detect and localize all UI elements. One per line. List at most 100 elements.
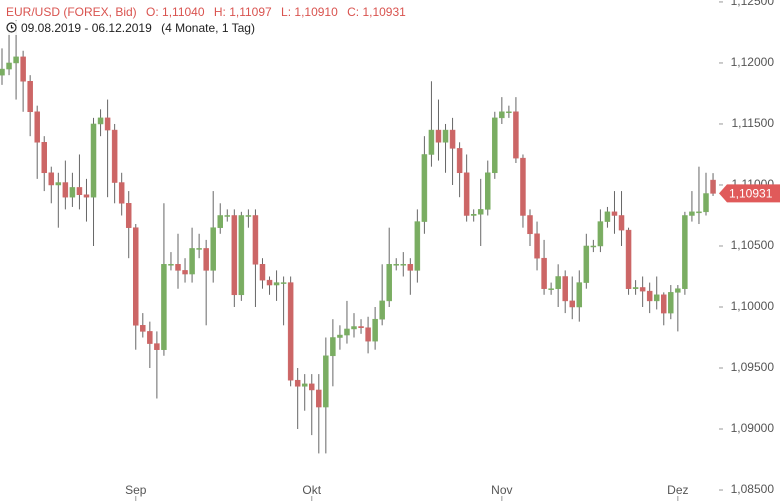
candle-body	[203, 248, 209, 271]
y-tick-label: 1,11500	[732, 116, 775, 130]
candle-body	[562, 276, 568, 302]
candle-body	[696, 211, 702, 214]
candle-body	[372, 318, 378, 342]
candle-body	[428, 129, 435, 155]
y-tick-label: 1,10500	[731, 238, 775, 252]
candle-body	[118, 182, 125, 204]
candle-body	[140, 325, 146, 332]
candle-body	[548, 288, 554, 290]
candle-body	[661, 294, 667, 314]
candle-body	[168, 264, 174, 266]
candle-body	[358, 326, 364, 328]
x-tick-label: Okt	[302, 483, 321, 497]
candle-body	[513, 111, 519, 159]
candle-body	[83, 194, 90, 198]
ohlc-label: O: 1,11040	[146, 5, 205, 19]
candle-body	[104, 117, 111, 131]
y-tick-label: 1,09000	[731, 421, 775, 435]
candle-body	[231, 215, 238, 296]
candle-body	[435, 129, 442, 143]
candle-body	[477, 209, 484, 215]
header-range: 09.08.2019 - 06.12.2019 (4 Monate, 1 Tag…	[6, 21, 261, 35]
y-tick-label: 1,08500	[731, 482, 775, 496]
candle-body	[639, 287, 646, 292]
candle-body	[330, 337, 336, 357]
date-range: 09.08.2019 - 06.12.2019	[21, 21, 152, 35]
candle-body	[703, 193, 709, 213]
candle-body	[583, 245, 590, 283]
candle-body	[252, 215, 259, 265]
candle-body	[210, 227, 216, 271]
candle-body	[97, 117, 104, 125]
candle-body	[499, 111, 505, 119]
candle-body	[365, 327, 371, 342]
candle-body	[653, 294, 660, 302]
candle-body	[618, 215, 625, 231]
candle-body	[470, 214, 477, 216]
candle-body	[62, 182, 69, 198]
candle-body	[625, 229, 632, 289]
candle-body	[238, 215, 245, 296]
candle-body	[175, 264, 181, 271]
y-tick-label: 1,09500	[731, 360, 775, 374]
candle-body	[34, 111, 40, 143]
candle-body	[344, 328, 350, 336]
candle-body	[421, 154, 428, 222]
clock-icon	[6, 22, 17, 33]
last-price-tag	[719, 184, 780, 203]
candle-body	[27, 81, 33, 113]
symbol-title: EUR/USD (FOREX, Bid)	[6, 5, 137, 19]
ohlc-label: C: 1,10931	[347, 5, 406, 19]
candle-body	[449, 129, 456, 149]
candle-body	[259, 264, 266, 281]
candle-body	[309, 383, 315, 391]
candle-body	[125, 203, 132, 228]
candle-body	[55, 182, 62, 186]
candle-body	[456, 148, 463, 174]
candle-body	[273, 282, 280, 286]
period: (4 Monate, 1 Tag)	[161, 21, 255, 35]
candle-body	[379, 300, 385, 320]
candle-body	[492, 117, 498, 174]
header-quote: EUR/USD (FOREX, Bid) O: 1,11040 H: 1,110…	[6, 5, 412, 19]
candle-body	[393, 264, 399, 266]
candle-body	[90, 123, 97, 198]
y-tick-label: 1,12500	[731, 0, 775, 8]
last-price-label: 1,10931	[729, 187, 773, 201]
candle-body	[668, 292, 674, 314]
candle-body	[20, 56, 26, 82]
candle-body	[69, 187, 76, 198]
candle-body	[407, 264, 414, 271]
candle-body	[710, 179, 716, 194]
candle-body	[224, 215, 231, 217]
y-tick-label: 1,12000	[731, 55, 775, 69]
candle-body	[351, 326, 357, 330]
candle-body	[442, 129, 449, 143]
candle-body	[280, 282, 287, 284]
x-tick-label: Nov	[491, 483, 512, 497]
candle-body	[182, 270, 188, 275]
candle-body	[48, 172, 55, 186]
candle-body	[266, 279, 273, 286]
candle-body	[217, 215, 223, 228]
x-tick-label: Sep	[125, 483, 147, 497]
candle-body	[386, 264, 392, 302]
candle-body	[520, 157, 526, 216]
candle-body	[41, 142, 47, 174]
candle-body	[555, 276, 561, 289]
candle-body	[576, 282, 583, 308]
ohlc-label: L: 1,10910	[281, 5, 338, 19]
candle-body	[13, 56, 19, 64]
candle-body	[597, 221, 604, 247]
candle-body	[541, 257, 547, 289]
candle-body	[111, 129, 118, 183]
candle-body	[196, 248, 202, 250]
candle-body	[133, 227, 139, 326]
candle-body	[316, 389, 322, 408]
x-tick-label: Dez	[667, 483, 688, 497]
candle-body	[682, 215, 688, 289]
candle-body	[6, 62, 12, 70]
candle-body	[611, 211, 618, 216]
